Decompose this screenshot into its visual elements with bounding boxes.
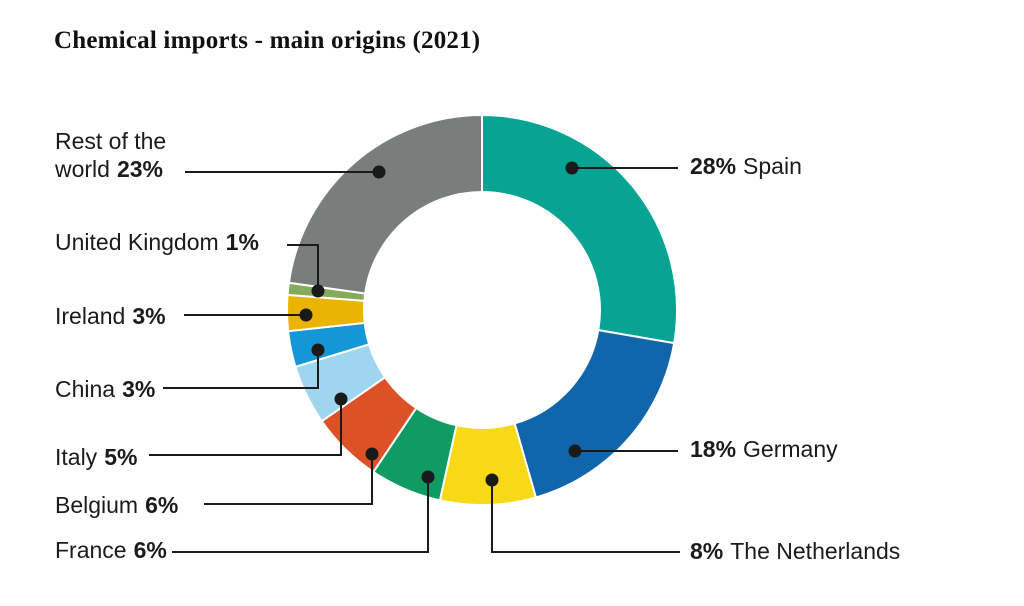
label-germany: 18% Germany [690, 435, 838, 463]
callout-dot-france [421, 470, 435, 484]
label-france-name: France [55, 537, 127, 563]
callout-dot-china [311, 343, 325, 357]
label-belgium-name: Belgium [55, 492, 139, 518]
label-spain: 28% Spain [690, 152, 802, 180]
label-ireland-pct: 3% [132, 303, 166, 329]
label-united-kingdom-name: United Kingdom [55, 229, 219, 255]
label-netherlands-pct: 8% [690, 538, 724, 564]
donut-segment-spain [481, 113, 678, 345]
label-china: China 3% [55, 375, 155, 403]
label-united-kingdom: United Kingdom 1% [55, 228, 259, 256]
label-netherlands-name: The Netherlands [730, 538, 901, 564]
label-italy-name: Italy [55, 444, 98, 470]
callout-dot-italy [334, 392, 348, 406]
label-united-kingdom-pct: 1% [225, 229, 259, 255]
label-ireland-name: Ireland [55, 303, 126, 329]
label-france: France 6% [55, 536, 167, 564]
label-italy-pct: 5% [104, 444, 138, 470]
callout-line-france [172, 477, 429, 553]
callout-line-italy [149, 399, 342, 456]
chart-title: Chemical imports - main origins (2021) [54, 27, 481, 54]
donut-segment-germany [513, 328, 676, 499]
callout-dot-germany [568, 444, 582, 458]
label-china-pct: 3% [122, 376, 156, 402]
callout-dot-ireland [299, 308, 313, 322]
callout-line-belgium [204, 454, 373, 505]
label-italy: Italy 5% [55, 443, 137, 471]
label-germany-name: Germany [743, 436, 838, 462]
callout-line-china [163, 350, 319, 389]
label-france-pct: 6% [133, 537, 167, 563]
callout-dot-united-kingdom [311, 284, 325, 298]
label-rest-of-world: Rest of the world 23% [55, 127, 205, 183]
label-rest-of-world-pct: 23% [116, 156, 164, 182]
label-spain-pct: 28% [690, 153, 737, 179]
callout-dot-spain [565, 161, 579, 175]
label-germany-pct: 18% [690, 436, 737, 462]
callout-line-united-kingdom [287, 244, 319, 291]
callout-dot-belgium [365, 447, 379, 461]
label-ireland: Ireland 3% [55, 302, 166, 330]
label-belgium: Belgium 6% [55, 491, 178, 519]
label-belgium-pct: 6% [145, 492, 179, 518]
callout-line-the-netherlands [491, 480, 680, 553]
callout-dot-rest-of-the-world [372, 165, 386, 179]
label-spain-name: Spain [743, 153, 802, 179]
donut-segment-rest-of-the-world [287, 113, 483, 295]
label-rest-of-world-name: Rest of the world [55, 128, 167, 182]
callout-dot-the-netherlands [485, 473, 499, 487]
label-china-name: China [55, 376, 116, 402]
label-netherlands: 8% The Netherlands [690, 537, 900, 565]
